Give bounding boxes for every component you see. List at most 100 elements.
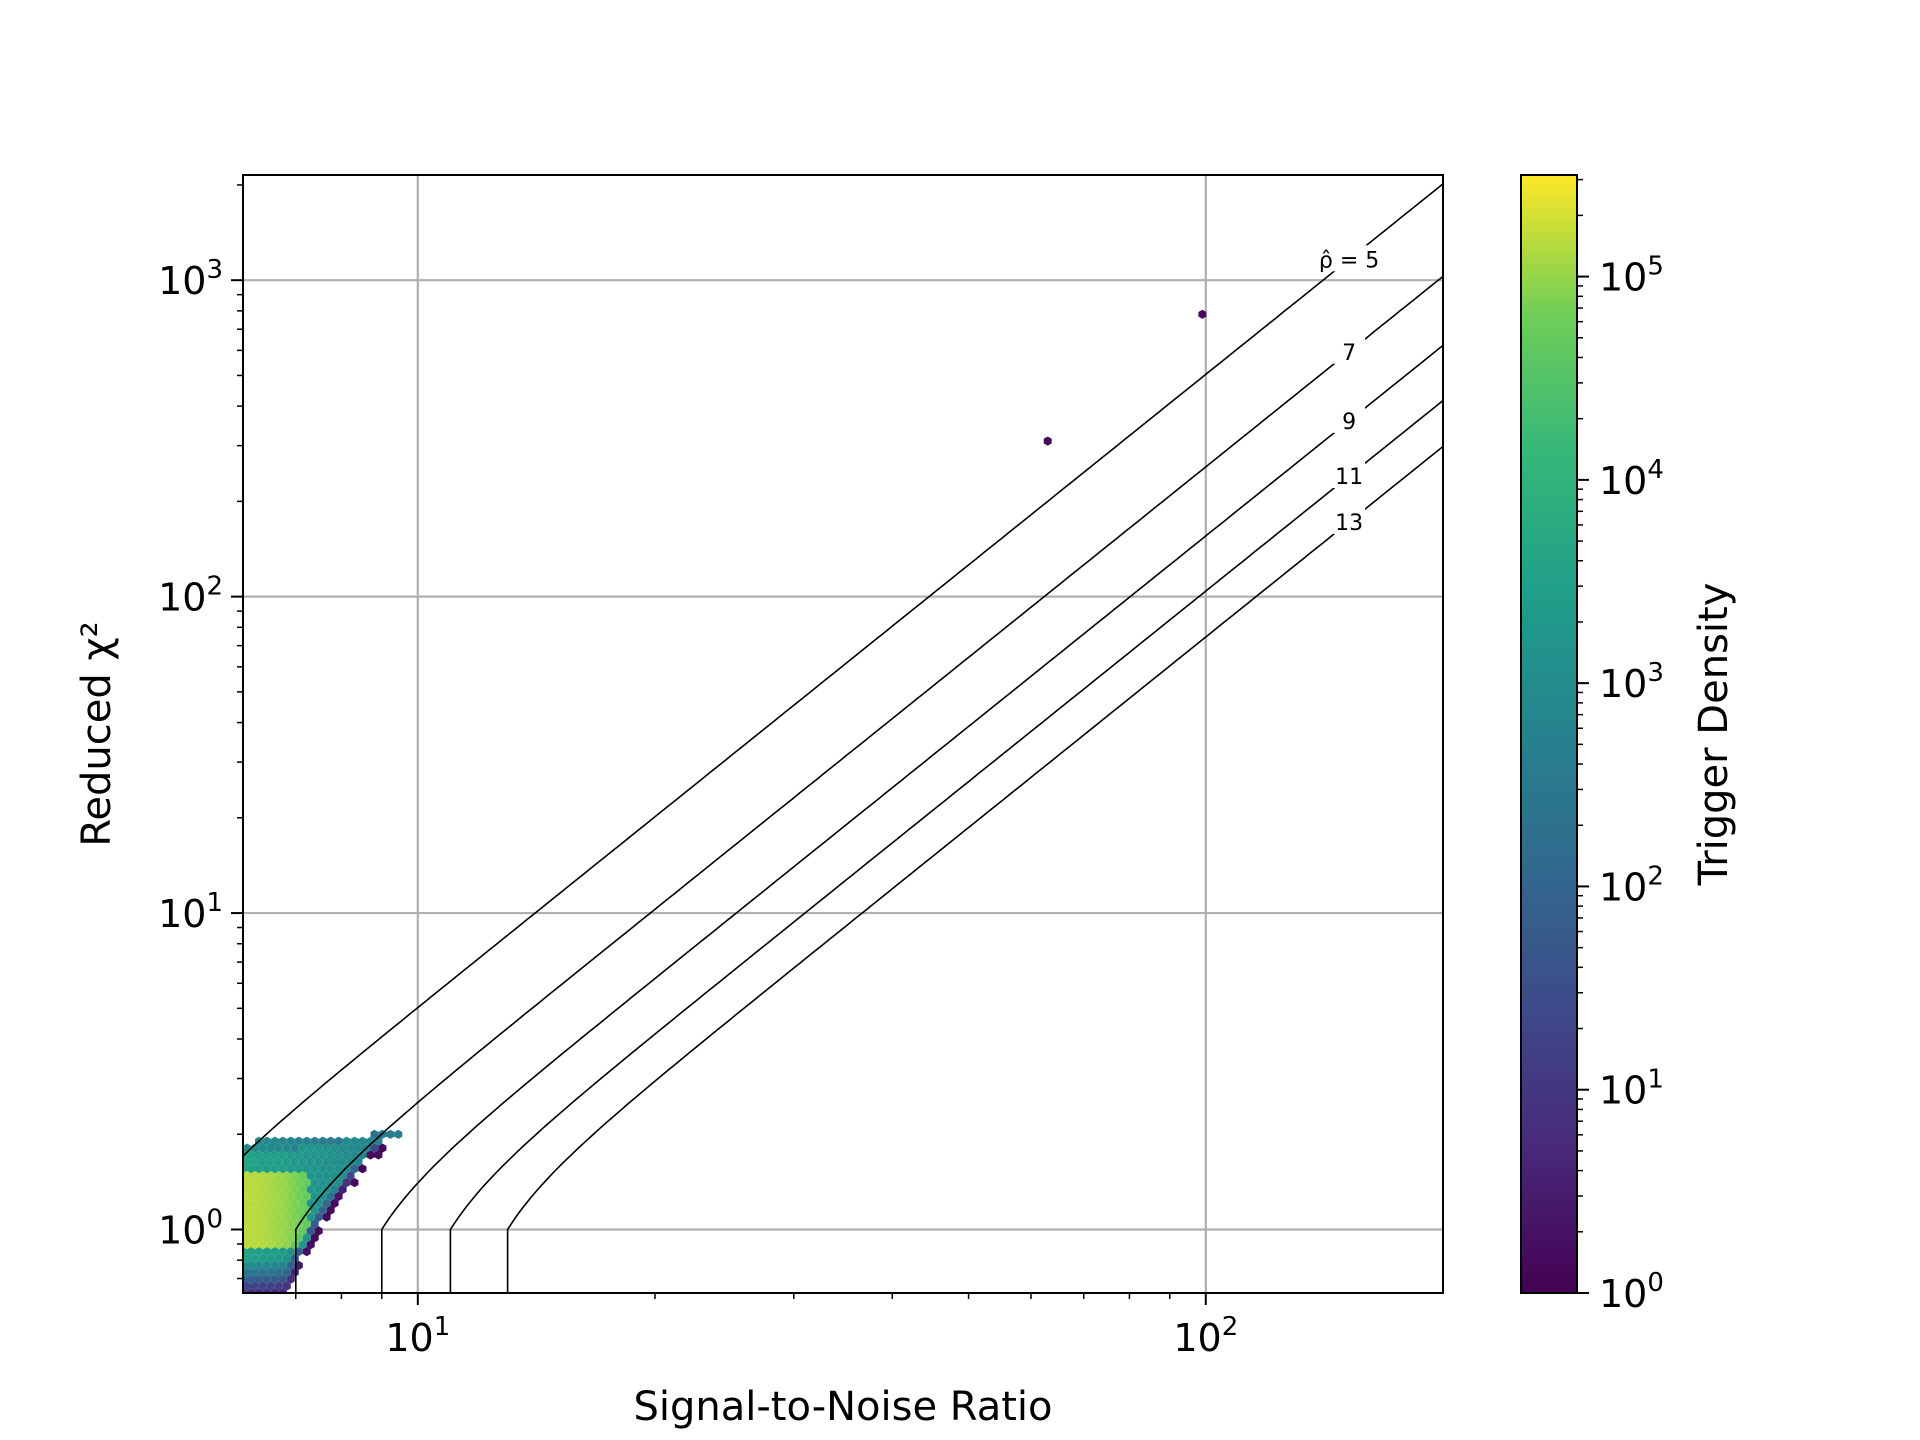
density-hexbin-group — [290, 1253, 299, 1264]
colorbar-tick-label: 105 — [1599, 252, 1664, 300]
density-hexbin-group — [318, 1205, 327, 1215]
density-hexbin-group — [326, 1150, 335, 1188]
density-hexbin-group — [342, 1178, 351, 1188]
density-hexbin-group — [278, 1274, 287, 1284]
density-hexbin-group — [266, 1171, 275, 1250]
density-hexbin-group — [334, 1136, 343, 1146]
density-hexbin-group — [302, 1247, 311, 1257]
density-hexbin-group — [286, 1150, 295, 1174]
density-hexbin-group — [282, 1281, 291, 1291]
density-hexbin-group — [278, 1150, 287, 1257]
contour-label-bg — [1333, 507, 1366, 534]
density-hexbin-group — [255, 1212, 323, 1284]
density-hexbin-group — [294, 1178, 303, 1229]
density-hexbin-group — [310, 1150, 319, 1215]
density-hexbin-group — [247, 1274, 255, 1284]
density-hexbin-group — [251, 1171, 259, 1250]
contour-line-rho-11 — [449, 399, 1443, 1293]
density-hexbin-group — [243, 1150, 247, 1257]
density-hexbin-group — [274, 1281, 283, 1291]
contour-label-bg — [1333, 406, 1366, 433]
y-tick-label: 101 — [158, 888, 223, 936]
density-hexbin-group — [310, 1136, 319, 1146]
contour-label-rho-9: 9 — [1342, 410, 1356, 435]
density-hexbin-group — [318, 1136, 327, 1146]
density-hexbin-group — [290, 1267, 299, 1277]
density-hexbin-group — [262, 1150, 271, 1257]
y-axis-label: Reduced χ² — [74, 621, 120, 846]
density-hexbin-group — [302, 1136, 311, 1146]
density-hexbin-group — [262, 1274, 271, 1284]
colorbar-label: Trigger Density — [1691, 583, 1737, 887]
density-hexbin-group — [243, 1171, 251, 1250]
colorbar-tick-label: 102 — [1599, 861, 1664, 909]
density-hexbin-group — [278, 1288, 287, 1293]
density-hexbin-group — [286, 1178, 295, 1243]
density-hexbin-group — [334, 1191, 343, 1201]
contour-label-rho-5: ρ̂ = 5 — [1319, 248, 1379, 273]
x-tick-label: 101 — [385, 1312, 450, 1360]
rho-hat-contours — [243, 182, 1443, 1293]
density-hexbin-group — [282, 1267, 291, 1277]
contour-label-rho-7: 7 — [1342, 341, 1356, 366]
contour-line-rho-9 — [381, 344, 1443, 1293]
grid-lines — [243, 175, 1443, 1293]
density-hexbin-group — [270, 1288, 279, 1293]
density-hexbin-group — [247, 1274, 295, 1293]
density-hexbin-group — [294, 1233, 303, 1243]
density-hexbin-group — [302, 1233, 311, 1243]
colorbar-tick-label: 100 — [1599, 1268, 1664, 1316]
density-hexbin-group — [334, 1150, 343, 1188]
density-hexbin-group — [298, 1171, 307, 1222]
density-hexbin-group — [262, 1136, 271, 1146]
density-hexbin-group — [243, 1267, 251, 1277]
contour-label-bg — [1313, 245, 1386, 272]
colorbar-tick-label: 101 — [1599, 1065, 1664, 1113]
contour-label-rho-11: 11 — [1335, 465, 1363, 490]
x-tick-label: 102 — [1173, 1312, 1238, 1360]
density-hexbin-group — [306, 1143, 387, 1250]
density-hexbin-group — [247, 1178, 255, 1243]
density-hexbin-group — [330, 1184, 339, 1195]
density-hexbin-group — [247, 1150, 255, 1257]
density-hexbin-group — [354, 1143, 363, 1153]
y-axis-ticks: 100 101 102 103 — [158, 184, 243, 1280]
plot-frame — [242, 174, 1444, 1294]
density-hexbin-group — [322, 1198, 331, 1208]
isolated-trigger — [1043, 436, 1052, 446]
x-axis-ticks: 101 102 — [295, 1293, 1238, 1360]
contour-label-bg — [1333, 337, 1366, 364]
x-axis-label: Signal-to-Noise Ratio — [633, 1384, 1052, 1430]
density-hexbin-group — [255, 1150, 263, 1257]
density-hexbin-group — [302, 1219, 311, 1229]
density-hexbin-group — [326, 1191, 335, 1201]
contour-line-rho-13 — [506, 445, 1443, 1293]
density-hexbin-group — [294, 1247, 303, 1257]
colorbar-ticks: 100 101 102 103 104 105 — [1577, 178, 1664, 1316]
density-hexbin-group — [282, 1171, 291, 1250]
density-hexbin-group — [290, 1171, 299, 1236]
density-hexbin-group — [270, 1178, 279, 1243]
density-hexbin-group — [298, 1143, 307, 1167]
colorbar-tick-label: 103 — [1599, 658, 1664, 706]
density-hexbin-group — [294, 1260, 303, 1270]
density-hexbin-group — [294, 1150, 303, 1174]
density-hexbin-group — [251, 1267, 259, 1277]
density-hexbin-group — [258, 1267, 267, 1277]
density-hexbin-group — [266, 1267, 275, 1277]
density-hexbin-group — [298, 1226, 307, 1236]
density-hexbin-group — [243, 1157, 251, 1167]
density-hexbin-group — [294, 1136, 303, 1146]
density-hexbin-group — [378, 1129, 395, 1139]
y-tick-label: 102 — [158, 572, 223, 620]
contour-labels: ρ̂ = 5 7 9 11 13 — [1313, 245, 1386, 536]
plot-background — [243, 175, 1443, 1293]
contour-label-rho-13: 13 — [1335, 511, 1363, 536]
density-hexbin-group — [298, 1150, 311, 1250]
density-hexbin-group — [302, 1178, 311, 1215]
density-hexbin-group — [266, 1281, 275, 1291]
density-hexbin-group — [306, 1226, 315, 1236]
contour-line-rho-5 — [243, 182, 1443, 1158]
density-hexbin-group — [290, 1157, 299, 1167]
